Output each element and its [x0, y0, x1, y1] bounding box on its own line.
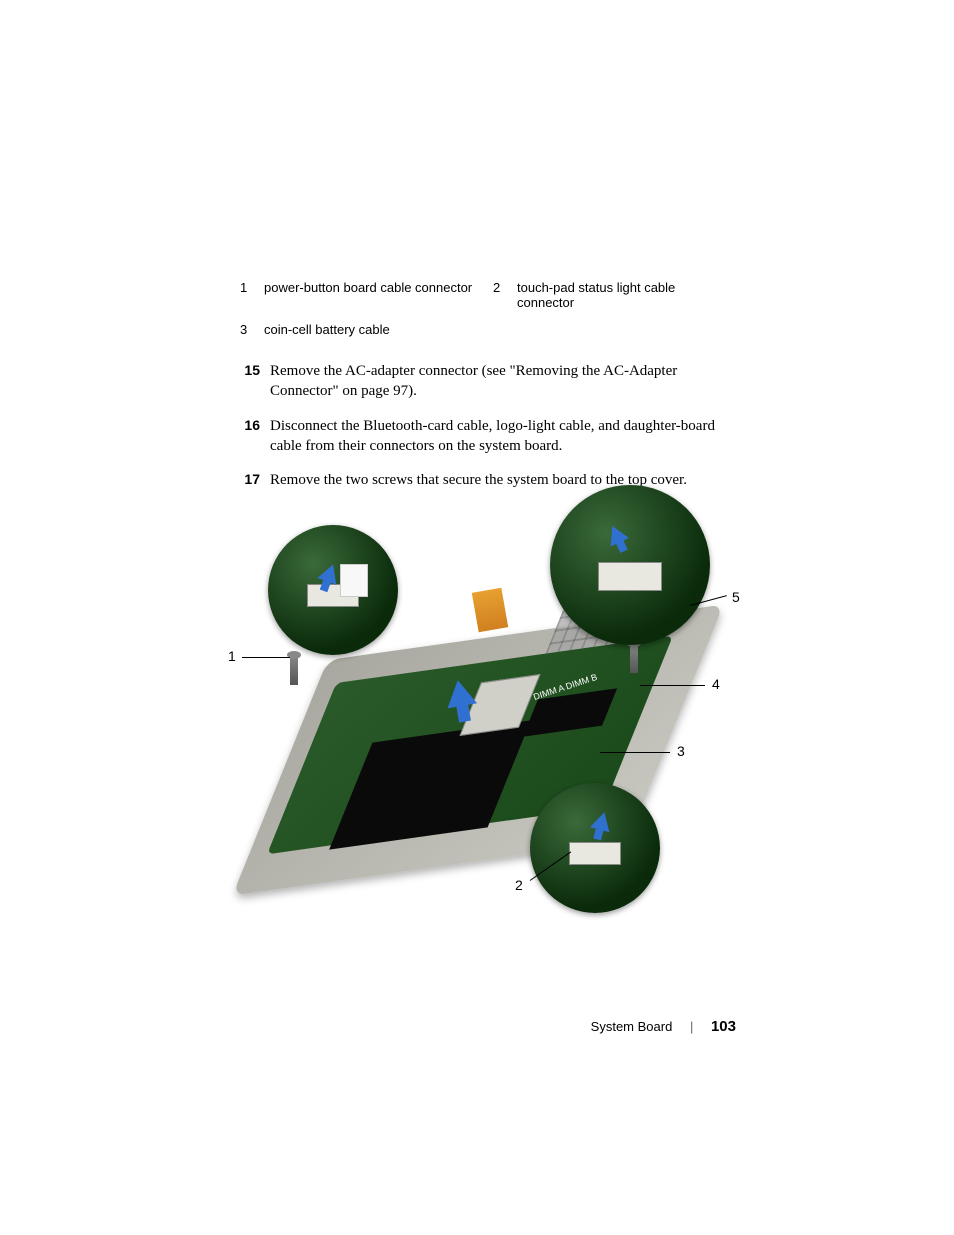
legend-number: 3: [240, 322, 264, 337]
connector-white: [340, 564, 369, 597]
arrow-icon: [590, 809, 614, 832]
inset-detail-1: [268, 525, 398, 655]
screw-icon: [290, 655, 298, 685]
instruction-list: 15 Remove the AC-adapter connector (see …: [240, 361, 734, 490]
arrow-icon: [603, 522, 629, 547]
legend-number: 1: [240, 280, 264, 310]
footer-separator: |: [690, 1019, 693, 1034]
inset-detail-2: [550, 485, 710, 645]
legend-empty: [493, 322, 517, 337]
legend-label: power-button board cable connector: [264, 280, 493, 310]
legend-empty: [517, 322, 734, 337]
callout-line: [640, 685, 705, 686]
instruction-step: 15 Remove the AC-adapter connector (see …: [240, 361, 734, 402]
footer-section: System Board: [591, 1019, 673, 1034]
screw-icon: [630, 643, 638, 673]
callout-number: 1: [228, 648, 236, 664]
manual-page: 1 power-button board cable connector 2 t…: [0, 0, 954, 490]
step-number: 15: [240, 361, 270, 402]
legend-number: 2: [493, 280, 517, 310]
legend-row: 3 coin-cell battery cable: [240, 322, 734, 337]
callout-line: [242, 657, 290, 658]
instruction-step: 16 Disconnect the Bluetooth-card cable, …: [240, 416, 734, 457]
legend-row: 1 power-button board cable connector 2 t…: [240, 280, 734, 310]
connector-detail: [598, 562, 662, 591]
ribbon-cable: [472, 588, 508, 633]
lift-arrow-icon: [443, 678, 477, 709]
callout-number: 4: [712, 676, 720, 692]
callout-number: 5: [732, 589, 740, 605]
callout-number: 3: [677, 743, 685, 759]
callout-line: [600, 752, 670, 753]
footer-page-number: 103: [711, 1018, 736, 1035]
page-footer: System Board | 103: [591, 1018, 736, 1035]
step-number: 16: [240, 416, 270, 457]
step-text: Remove the AC-adapter connector (see "Re…: [270, 361, 734, 402]
connector-detail: [569, 842, 621, 865]
callout-number: 2: [515, 877, 523, 893]
step-text: Disconnect the Bluetooth-card cable, log…: [270, 416, 734, 457]
legend-table: 1 power-button board cable connector 2 t…: [240, 280, 734, 337]
legend-label: coin-cell battery cable: [264, 322, 493, 337]
system-board-figure: DIMM A DIMM B 1 2 3 4 5: [230, 485, 740, 915]
inset-detail-3: [530, 783, 660, 913]
legend-label: touch-pad status light cable connector: [517, 280, 734, 310]
